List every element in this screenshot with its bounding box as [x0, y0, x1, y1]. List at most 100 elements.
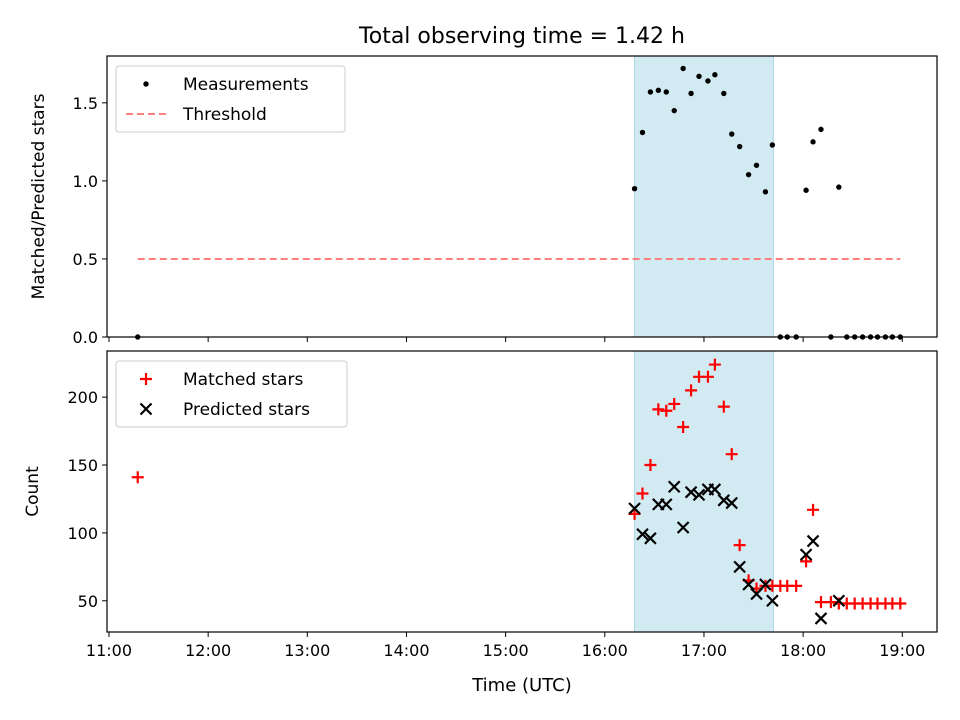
x-tick-label: 16:00 [582, 641, 628, 660]
legend-swatch [139, 402, 153, 416]
data-point [668, 397, 681, 410]
data-point [688, 90, 694, 97]
data-point [729, 131, 735, 137]
series-measurements [135, 65, 904, 340]
data-point [790, 579, 803, 592]
data-point [631, 185, 638, 192]
legend-label: Predicted stars [183, 400, 310, 420]
data-point [717, 400, 730, 413]
series-predicted-stars [628, 480, 846, 625]
data-point [742, 578, 755, 591]
data-point [799, 548, 813, 561]
y-axis-label: Matched/Predicted stars [29, 93, 49, 299]
data-point [680, 65, 686, 72]
data-point [807, 503, 820, 516]
chart-title: Total observing time = 1.42 h [358, 24, 685, 49]
data-point [705, 78, 711, 84]
y-tick-label: 150 [67, 456, 98, 475]
data-point [663, 89, 669, 95]
x-tick-label: 17:00 [681, 641, 727, 660]
data-point [733, 560, 746, 574]
data-point [721, 90, 727, 97]
legend-label: Matched stars [183, 370, 303, 390]
data-point [652, 403, 665, 416]
legend-swatch [143, 81, 149, 87]
data-point [762, 189, 769, 195]
data-point [745, 171, 752, 178]
legend: Matched stars Predicted stars [115, 360, 348, 428]
data-point [836, 184, 842, 190]
x-tick-label: 18:00 [780, 641, 826, 660]
legend: Measurements Threshold [115, 65, 346, 133]
x-tick-label: 11:00 [86, 641, 132, 660]
panel-counts: 11:00 12:00 13:00 14:00 15:00 16:00 17:00 18:00… [23, 350, 938, 660]
data-point [692, 488, 706, 502]
data-point [810, 139, 816, 145]
data-point [708, 483, 722, 496]
data-point [832, 594, 846, 608]
data-point [644, 532, 657, 545]
data-point [818, 126, 824, 133]
x-tick-label: 19:00 [879, 641, 925, 660]
y-tick-label: 50 [78, 592, 98, 611]
y-tick-label: 200 [67, 388, 98, 407]
y-tick-label: 0.5 [73, 250, 98, 269]
data-point [712, 72, 718, 78]
x-tick-label: 12:00 [185, 641, 231, 660]
data-point [684, 485, 698, 499]
legend-box [115, 65, 346, 133]
legend-label: Measurements [183, 75, 309, 95]
data-point [131, 471, 144, 484]
x-tick-label: 14:00 [383, 641, 429, 660]
data-point [685, 384, 698, 397]
series-matched-stars [131, 358, 907, 610]
data-point [660, 404, 673, 417]
plot-frame [106, 350, 938, 633]
plot-frame [106, 55, 938, 338]
y-tick-label: 100 [67, 524, 98, 543]
data-point [806, 534, 820, 548]
data-point [759, 578, 772, 591]
data-point [644, 459, 657, 472]
data-point [824, 596, 837, 609]
data-point [636, 527, 649, 541]
data-point [708, 358, 721, 371]
data-point [636, 487, 649, 500]
data-point [717, 494, 731, 507]
data-point [725, 496, 739, 510]
data-point [660, 498, 673, 511]
y-axis-label: Count [23, 466, 43, 517]
data-point [696, 73, 702, 79]
data-point [814, 612, 828, 625]
y-tick-label: 1.0 [73, 172, 98, 191]
data-point [894, 597, 907, 610]
data-point [676, 521, 690, 534]
y-tick-label: 1.5 [73, 94, 98, 113]
x-axis-label: Time (UTC) [471, 675, 572, 696]
x-tick-label: 13:00 [284, 641, 330, 660]
data-point [750, 587, 763, 601]
data-point [628, 502, 641, 515]
data-point [736, 143, 743, 150]
data-point [655, 87, 662, 94]
panel-ratio: 0.0 0.5 1.0 1.5 Matched/Predicted stars Measu… [29, 55, 938, 347]
legend-box [115, 360, 348, 428]
data-point [753, 162, 760, 168]
data-point [803, 187, 809, 193]
data-point [733, 539, 746, 552]
legend-label: Threshold [182, 105, 267, 125]
data-point [639, 129, 646, 136]
data-point [647, 89, 654, 95]
data-point [667, 480, 681, 494]
legend-swatch [140, 373, 152, 385]
y-tick-label: 0.0 [73, 328, 98, 347]
x-tick-label: 15:00 [483, 641, 529, 660]
data-point [701, 370, 714, 383]
data-point [800, 555, 813, 568]
data-point [725, 448, 738, 461]
observing-window-span [634, 55, 774, 338]
data-point [671, 107, 677, 114]
data-point [766, 594, 779, 608]
data-point [677, 421, 690, 434]
